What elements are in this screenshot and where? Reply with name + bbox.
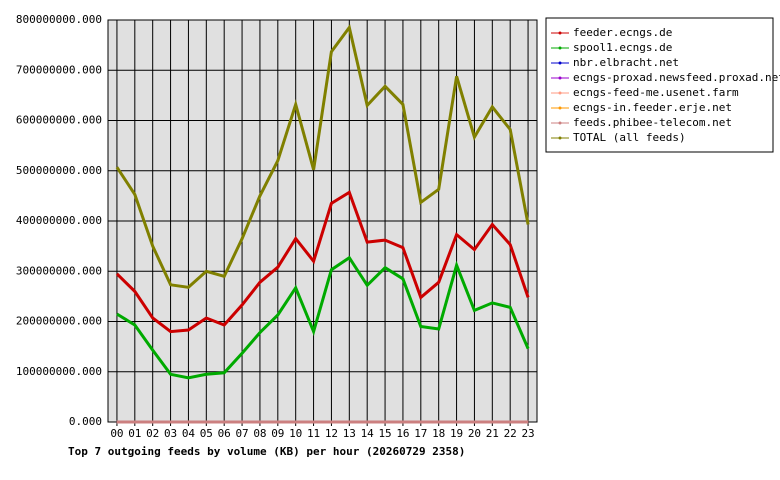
legend-marker bbox=[558, 136, 562, 140]
x-tick-label: 19 bbox=[450, 427, 463, 440]
x-tick-label: 23 bbox=[521, 427, 534, 440]
y-tick-label: 300000000.000 bbox=[16, 264, 102, 277]
x-tick-label: 12 bbox=[325, 427, 338, 440]
legend-marker bbox=[558, 91, 562, 95]
legend-marker bbox=[558, 76, 562, 80]
x-tick-label: 05 bbox=[200, 427, 213, 440]
legend-label: nbr.elbracht.net bbox=[573, 56, 679, 69]
x-tick-label: 02 bbox=[146, 427, 159, 440]
x-tick-label: 06 bbox=[218, 427, 231, 440]
x-tick-label: 11 bbox=[307, 427, 320, 440]
x-tick-label: 15 bbox=[378, 427, 391, 440]
x-tick-label: 04 bbox=[182, 427, 196, 440]
x-tick-label: 01 bbox=[128, 427, 141, 440]
x-tick-label: 14 bbox=[361, 427, 375, 440]
x-tick-label: 09 bbox=[271, 427, 284, 440]
x-tick-label: 10 bbox=[289, 427, 302, 440]
y-tick-label: 800000000.000 bbox=[16, 13, 102, 26]
x-tick-label: 16 bbox=[396, 427, 409, 440]
y-tick-label: 600000000.000 bbox=[16, 114, 102, 127]
y-tick-label: 500000000.000 bbox=[16, 164, 102, 177]
x-tick-label: 08 bbox=[253, 427, 266, 440]
x-tick-label: 21 bbox=[486, 427, 499, 440]
y-tick-label: 200000000.000 bbox=[16, 315, 102, 328]
legend-label: ecngs-in.feeder.erje.net bbox=[573, 101, 732, 114]
y-tick-label: 400000000.000 bbox=[16, 214, 102, 227]
x-tick-label: 17 bbox=[414, 427, 427, 440]
legend-label: feeds.phibee-telecom.net bbox=[573, 116, 732, 129]
legend-marker bbox=[558, 106, 562, 110]
series-line bbox=[115, 190, 530, 334]
legend-label: TOTAL (all feeds) bbox=[573, 131, 686, 144]
x-tick-label: 13 bbox=[343, 427, 356, 440]
legend-marker bbox=[558, 46, 562, 50]
legend-label: ecngs-proxad.newsfeed.proxad.net bbox=[573, 71, 780, 84]
y-tick-label: 0.000 bbox=[69, 415, 102, 428]
legend-marker bbox=[558, 31, 562, 35]
x-tick-label: 03 bbox=[164, 427, 177, 440]
legend-label: ecngs-feed-me.usenet.farm bbox=[573, 86, 739, 99]
legend-label: spool1.ecngs.de bbox=[573, 41, 672, 54]
legend-label: feeder.ecngs.de bbox=[573, 26, 672, 39]
x-tick-label: 00 bbox=[110, 427, 123, 440]
x-tick-label: 07 bbox=[235, 427, 248, 440]
y-tick-label: 100000000.000 bbox=[16, 365, 102, 378]
legend-marker bbox=[558, 61, 562, 65]
x-tick-label: 18 bbox=[432, 427, 445, 440]
y-tick-label: 700000000.000 bbox=[16, 63, 102, 76]
series-line bbox=[115, 23, 530, 289]
x-tick-label: 22 bbox=[504, 427, 517, 440]
chart-title: Top 7 outgoing feeds by volume (KB) per … bbox=[68, 445, 465, 458]
legend bbox=[545, 17, 774, 153]
legend-marker bbox=[558, 121, 562, 125]
x-tick-label: 20 bbox=[468, 427, 481, 440]
series-line bbox=[116, 255, 530, 380]
